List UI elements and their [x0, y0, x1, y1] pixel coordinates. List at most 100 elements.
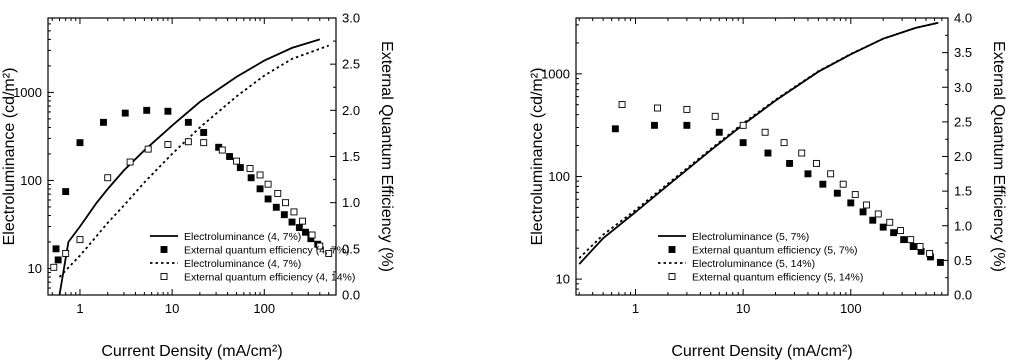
- x-tick-label: 1: [76, 301, 83, 316]
- y2-tick-label: 1.0: [342, 195, 360, 210]
- data-point: [916, 243, 924, 250]
- data-point: [897, 227, 905, 235]
- data-point: [907, 236, 915, 244]
- y2-tick-label: 2.0: [954, 149, 972, 164]
- y2-tick-label: 2.5: [954, 114, 972, 129]
- data-point: [764, 149, 772, 157]
- data-point: [52, 245, 60, 253]
- legend-label-4: External quantum efficiency (4, 14%): [184, 271, 355, 283]
- y2-tick-label: 1.5: [954, 184, 972, 199]
- data-point: [121, 109, 129, 117]
- data-point: [886, 218, 894, 226]
- data-point: [839, 180, 847, 188]
- data-point: [325, 249, 333, 257]
- data-point: [143, 106, 151, 114]
- data-point: [246, 165, 254, 172]
- data-point: [798, 149, 806, 157]
- data-point: [288, 218, 296, 226]
- data-point: [50, 263, 58, 271]
- y2-axis-title: External Quantum Efficiency (%): [990, 41, 1007, 272]
- data-point: [308, 231, 316, 239]
- y2-tick-label: 0.5: [954, 253, 972, 268]
- data-point: [280, 211, 288, 219]
- data-point: [184, 118, 192, 126]
- y-tick-label: 100: [548, 169, 570, 184]
- series-line-3: [58, 44, 330, 278]
- data-point: [299, 217, 306, 225]
- x-tick-label: 100: [253, 301, 275, 316]
- series-line-1: [58, 38, 321, 295]
- data-point: [804, 170, 812, 178]
- data-point: [302, 228, 309, 236]
- data-point: [264, 180, 272, 188]
- y-axis-left: 10 100 1000: [541, 24, 582, 296]
- data-point: [683, 121, 691, 129]
- data-point: [819, 180, 827, 188]
- legend-label-2: External quantum efficiency (4, 7%): [184, 244, 350, 256]
- data-point: [164, 107, 172, 115]
- y2-tick-label: 2.0: [342, 103, 360, 118]
- x-axis-title: Current Density (mA/cm²): [101, 343, 282, 360]
- data-point: [247, 174, 255, 182]
- legend: Electroluminance (5, 7%)External quantum…: [658, 231, 863, 283]
- data-point: [272, 203, 280, 211]
- data-point: [926, 249, 934, 257]
- data-point: [76, 236, 84, 244]
- series-line-3: [578, 21, 939, 259]
- data-point: [851, 191, 859, 199]
- legend: Electroluminance (4, 7%)External quantum…: [150, 231, 355, 283]
- y-tick-label: 1000: [541, 66, 570, 81]
- chart-panel-1: 1 10 100 10 100 1000 0.0 0.5 1.0 1.5 2.0 2.5 3.0 Curr…: [1, 11, 395, 361]
- data-point: [863, 201, 870, 209]
- y2-tick-label: 0.5: [342, 241, 360, 256]
- data-point: [226, 153, 234, 160]
- y2-tick-label: 1.5: [342, 149, 360, 164]
- data-point: [909, 243, 917, 250]
- y2-tick-label: 3.0: [342, 11, 360, 26]
- data-point: [62, 188, 70, 196]
- chart-panel-2: 1 10 100 10 100 1000 0.0 0.5 1.0 1.5 2.0 2.5 3.0 3.5 4…: [529, 11, 1007, 361]
- data-point: [274, 189, 282, 197]
- legend-swatch-2: [160, 246, 168, 253]
- data-layer: [578, 21, 944, 266]
- data-point: [295, 224, 303, 232]
- data-point: [104, 174, 112, 182]
- legend-swatch-4: [160, 273, 168, 280]
- data-point: [236, 164, 244, 172]
- x-tick-label: 10: [736, 301, 750, 316]
- data-point: [739, 139, 747, 147]
- data-point: [869, 216, 877, 224]
- data-point: [651, 121, 658, 129]
- data-point: [233, 157, 240, 165]
- data-point: [218, 146, 226, 154]
- data-point: [264, 195, 272, 203]
- y-axis-right: 0.0 0.5 1.0 1.5 2.0 2.5 3.0 3.5 4.0: [942, 11, 972, 303]
- y2-tick-label: 3.5: [954, 45, 972, 60]
- y-axis-title: Electroluminance (cd/m²): [1, 68, 18, 246]
- legend-swatch-4: [668, 273, 676, 280]
- data-point: [683, 105, 691, 113]
- x-axis: 1 10 100: [51, 18, 337, 316]
- y2-tick-label: 2.5: [342, 57, 360, 72]
- legend-label-2: External quantum efficiency (5, 7%): [692, 244, 858, 256]
- data-point: [847, 199, 855, 207]
- data-point: [100, 118, 107, 126]
- data-point: [200, 139, 208, 147]
- y2-tick-label: 0.0: [954, 288, 972, 303]
- data-point: [780, 139, 788, 147]
- data-point: [316, 242, 324, 250]
- legend-label-1: Electroluminance (5, 7%): [692, 231, 809, 243]
- legend-swatch-2: [668, 246, 676, 253]
- data-layer: [50, 38, 333, 295]
- data-point: [739, 121, 747, 129]
- y-axis-right: 0.0 0.5 1.0 1.5 2.0 2.5 3.0: [330, 11, 360, 303]
- data-point: [711, 112, 719, 120]
- data-point: [859, 208, 867, 216]
- legend-label-1: Electroluminance (4, 7%): [184, 231, 301, 243]
- data-point: [54, 256, 62, 264]
- data-point: [890, 229, 898, 237]
- data-point: [833, 189, 841, 197]
- legend-label-3: Electroluminance (4, 7%): [184, 258, 301, 270]
- x-tick-label: 1: [632, 301, 639, 316]
